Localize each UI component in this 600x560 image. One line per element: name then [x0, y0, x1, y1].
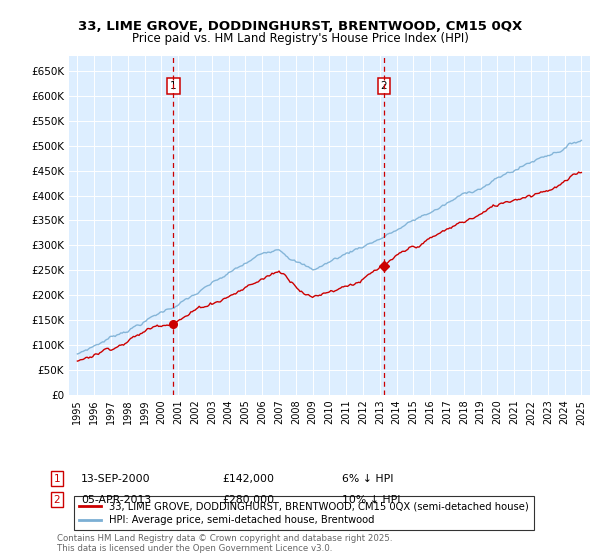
- Text: £142,000: £142,000: [222, 474, 274, 484]
- Text: £280,000: £280,000: [222, 494, 274, 505]
- Text: 6% ↓ HPI: 6% ↓ HPI: [342, 474, 394, 484]
- Legend: 33, LIME GROVE, DODDINGHURST, BRENTWOOD, CM15 0QX (semi-detached house), HPI: Av: 33, LIME GROVE, DODDINGHURST, BRENTWOOD,…: [74, 496, 534, 530]
- Text: 1: 1: [53, 474, 61, 484]
- Text: 2: 2: [53, 494, 61, 505]
- Text: 10% ↓ HPI: 10% ↓ HPI: [342, 494, 401, 505]
- Text: Contains HM Land Registry data © Crown copyright and database right 2025.
This d: Contains HM Land Registry data © Crown c…: [57, 534, 392, 553]
- Text: 33, LIME GROVE, DODDINGHURST, BRENTWOOD, CM15 0QX: 33, LIME GROVE, DODDINGHURST, BRENTWOOD,…: [78, 20, 522, 32]
- Text: 2: 2: [380, 81, 388, 91]
- Text: 1: 1: [170, 81, 176, 91]
- Text: 05-APR-2013: 05-APR-2013: [81, 494, 151, 505]
- Text: Price paid vs. HM Land Registry's House Price Index (HPI): Price paid vs. HM Land Registry's House …: [131, 32, 469, 45]
- Text: 13-SEP-2000: 13-SEP-2000: [81, 474, 151, 484]
